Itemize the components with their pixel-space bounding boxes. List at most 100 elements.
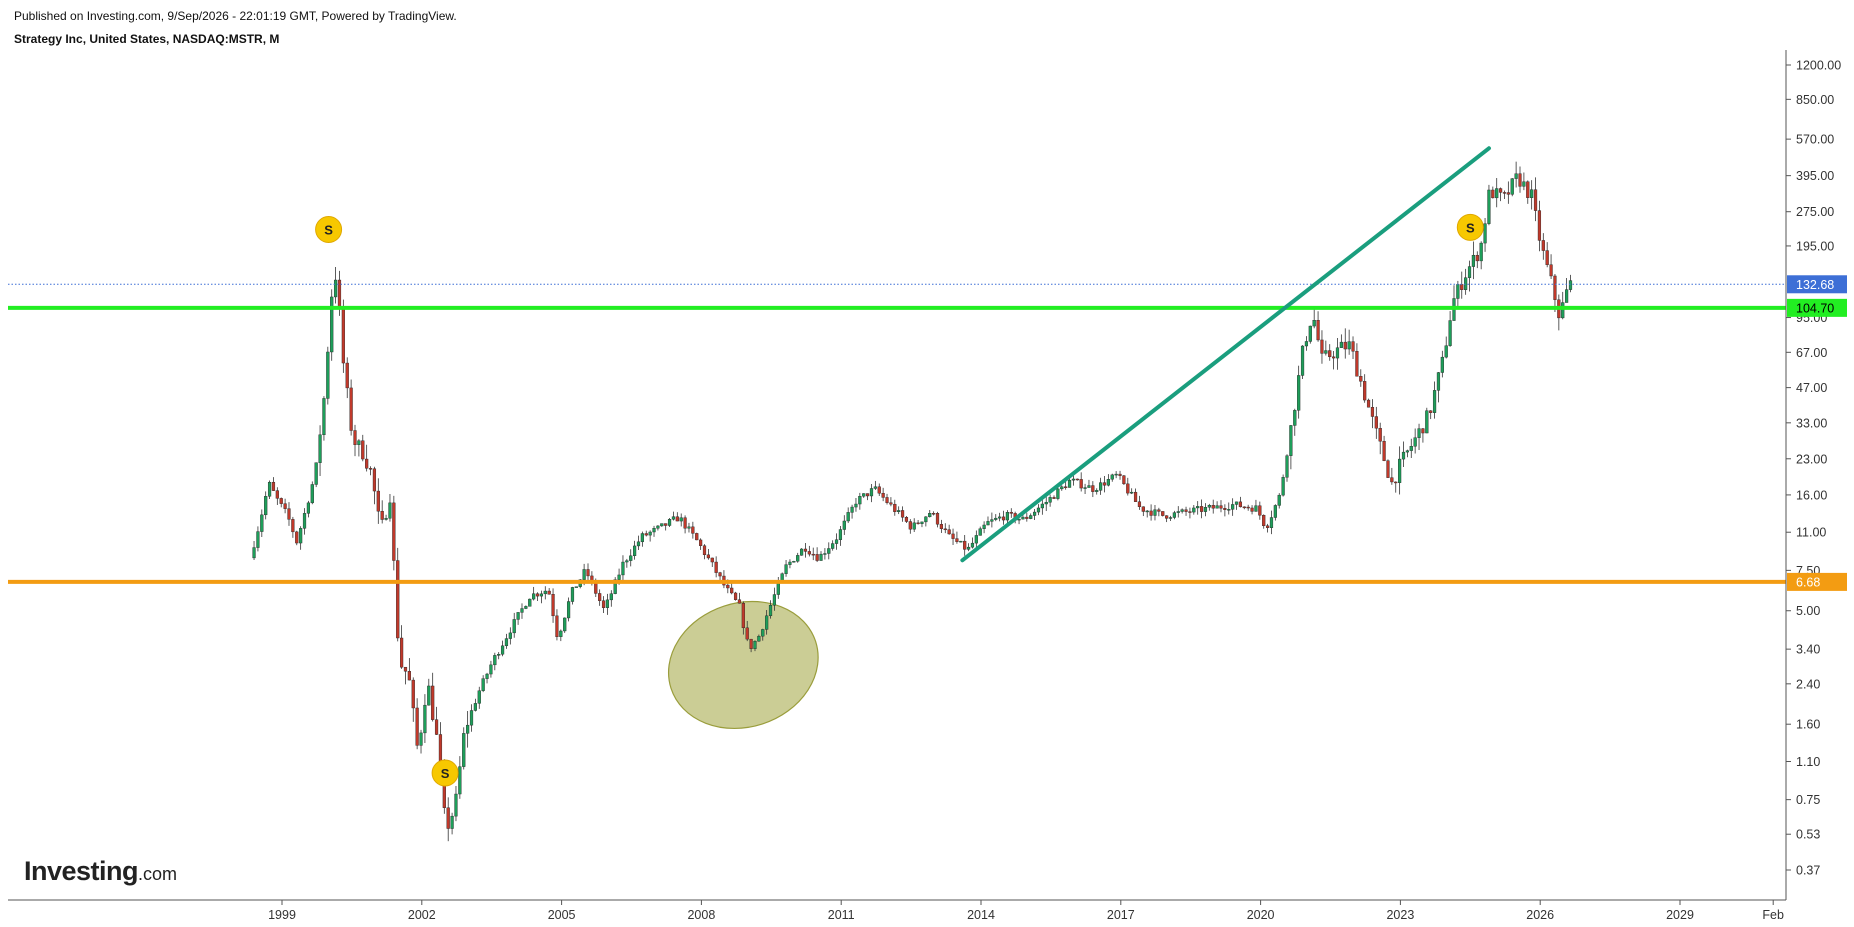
candle-body (1549, 264, 1553, 277)
candle-body (1215, 505, 1219, 509)
candle (295, 530, 299, 546)
candle (1553, 273, 1557, 312)
candle (384, 514, 388, 521)
candle-body (1417, 428, 1421, 438)
candle (943, 523, 947, 534)
candle (283, 498, 287, 514)
candle (928, 509, 932, 518)
candle-body (423, 704, 427, 734)
candle-body (1386, 460, 1390, 478)
candle-body (1425, 410, 1429, 434)
candle (1188, 507, 1192, 519)
candle-body (730, 587, 734, 594)
candle (1456, 280, 1460, 308)
candle-body (679, 517, 683, 522)
candle-body (648, 531, 652, 536)
candle (1300, 345, 1305, 379)
candle (1199, 499, 1204, 519)
candle (1231, 498, 1235, 516)
candle (1522, 172, 1526, 191)
price-tag: 132.68 (1787, 275, 1847, 294)
candle (1487, 184, 1491, 226)
candle (559, 629, 563, 642)
candle-body (1102, 482, 1107, 486)
candle-body (935, 513, 940, 525)
candle-body (1394, 481, 1398, 484)
candle (376, 478, 380, 524)
candle (1436, 371, 1441, 403)
candle (1040, 497, 1044, 515)
candle-body (1471, 254, 1476, 267)
candle (959, 540, 963, 543)
candle-body (1378, 428, 1382, 442)
candle-body (737, 599, 742, 604)
candle (994, 514, 998, 522)
candle (473, 698, 477, 712)
candle (636, 535, 641, 550)
candle-body (481, 678, 485, 691)
candle-body (1067, 479, 1072, 488)
candle (1099, 477, 1103, 495)
candle-body (640, 533, 644, 543)
candle (1409, 438, 1413, 458)
candle (1432, 381, 1437, 419)
candle-body (621, 561, 625, 576)
candle-body (431, 685, 435, 720)
y-tick-label: 0.37 (1796, 864, 1820, 878)
x-tick-label: 2014 (967, 908, 995, 922)
candle-body (629, 555, 633, 561)
candle-body (900, 510, 905, 518)
candle (679, 513, 683, 527)
candle-body (1130, 491, 1134, 494)
candle (252, 540, 256, 560)
candle (1207, 503, 1211, 511)
candle (1184, 506, 1188, 516)
candle-body (1242, 506, 1246, 509)
candle (1495, 178, 1499, 208)
candle-body (1502, 192, 1507, 194)
candle (1219, 500, 1223, 513)
candle (1211, 499, 1215, 514)
candle-body (862, 493, 866, 497)
candle (846, 507, 850, 524)
candle (1452, 285, 1456, 321)
candle (671, 511, 676, 521)
candle-body (528, 598, 532, 607)
candle-body (858, 496, 862, 505)
candle (1153, 504, 1157, 521)
candle (1417, 423, 1421, 450)
candle-body (454, 793, 458, 817)
candle (516, 612, 520, 625)
candle-body (788, 561, 792, 565)
candle (1390, 467, 1394, 485)
candle (1339, 334, 1343, 348)
candle (990, 512, 994, 528)
candle-body (753, 641, 757, 649)
candle-body (1440, 356, 1444, 373)
candle (889, 497, 893, 507)
candle (299, 526, 303, 550)
candle (695, 532, 699, 541)
candle (1491, 186, 1495, 199)
candle (1506, 181, 1510, 204)
sell-signal-icon: S (315, 215, 343, 243)
sell-signal-icon: S (1456, 213, 1484, 241)
candle-body (1316, 320, 1320, 341)
candle (520, 603, 524, 619)
candle-body (1199, 506, 1204, 512)
candle-body (1029, 515, 1033, 519)
candle-body (504, 638, 509, 647)
candle (1176, 506, 1180, 518)
candle (1044, 496, 1048, 512)
candle (1118, 470, 1122, 480)
candle-body (1382, 440, 1386, 461)
candle-body (477, 690, 481, 704)
candle (1273, 504, 1277, 521)
candle (349, 379, 353, 436)
candle (699, 538, 703, 550)
candle-body (283, 503, 287, 509)
candle (372, 466, 377, 505)
candle (1196, 501, 1200, 515)
candle (761, 628, 765, 641)
